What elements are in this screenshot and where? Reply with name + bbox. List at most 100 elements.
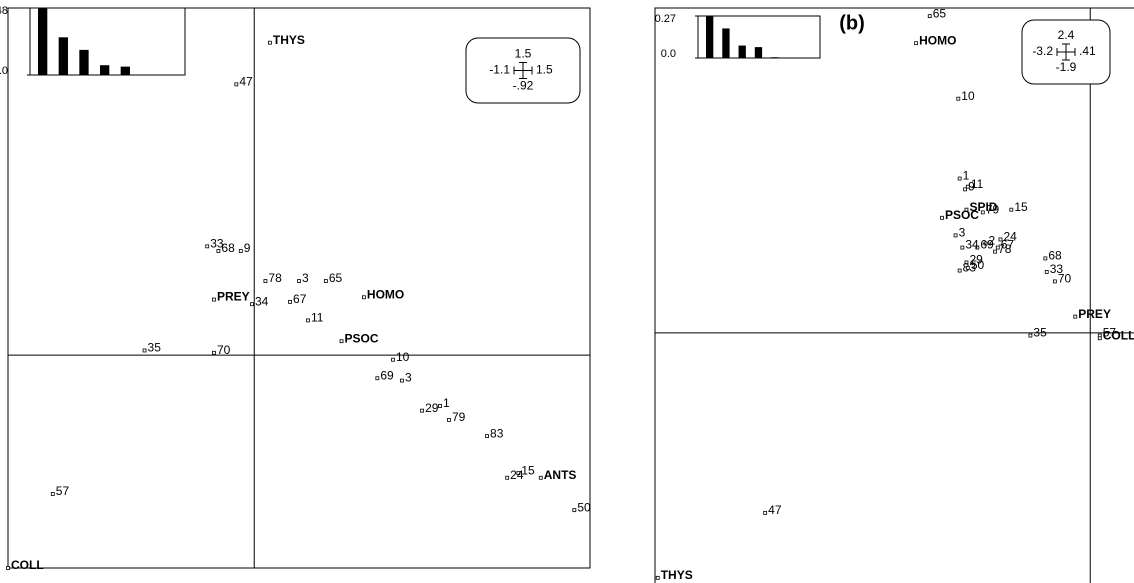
point: [914, 41, 919, 46]
point-label: PSOC: [945, 208, 979, 222]
point: [250, 302, 254, 307]
scale-y-label: -.92: [513, 79, 534, 93]
point-label: 79: [986, 203, 1000, 217]
scale-y-label: 2.4: [1058, 28, 1075, 42]
point: [1052, 279, 1057, 284]
point: [205, 244, 210, 249]
point-label: 65: [329, 271, 343, 285]
plot-frame: [654, 7, 1134, 583]
point-label: 11: [971, 177, 984, 191]
scale-y-label: -1.9: [1056, 60, 1077, 74]
point: [538, 475, 543, 480]
point: [957, 268, 962, 273]
point: [1097, 336, 1102, 341]
point-label: 68: [221, 241, 235, 255]
point-label: 11: [311, 311, 324, 325]
point: [965, 265, 970, 270]
point-label: PREY: [217, 290, 250, 304]
point-label: HOMO: [367, 287, 404, 301]
point-label: PREY: [1078, 307, 1111, 321]
point: [572, 508, 577, 513]
point: [1044, 270, 1049, 274]
point: [212, 350, 216, 355]
inset-tick-label: 0.0: [661, 48, 676, 60]
point: [6, 566, 10, 570]
scale-x-label: .41: [1079, 44, 1096, 58]
point-label: 35: [148, 341, 162, 355]
point-label: 24: [510, 468, 524, 482]
point-label: 10: [961, 89, 975, 103]
point: [1073, 314, 1078, 319]
point: [516, 471, 521, 476]
inset-frame: [29, 7, 186, 76]
point: [957, 176, 962, 181]
point-label: 3: [302, 271, 309, 285]
point-label: 78: [998, 242, 1012, 256]
point-label: 67: [293, 292, 307, 306]
point-label: 78: [268, 271, 282, 285]
point: [956, 96, 961, 101]
eigen-bar: [79, 49, 89, 75]
inset-tick-label: 0.27: [655, 13, 676, 25]
panel-title: (b): [839, 12, 865, 34]
point: [1009, 207, 1014, 212]
point: [998, 237, 1003, 242]
point-label: 68: [1048, 249, 1062, 263]
point: [940, 215, 944, 220]
point: [505, 475, 510, 480]
point: [960, 245, 965, 250]
point: [238, 249, 243, 253]
eigen-bar: [771, 57, 779, 58]
point: [964, 207, 969, 212]
point: [980, 210, 985, 215]
point-label: 34: [255, 294, 269, 308]
point-label: 9: [244, 241, 251, 255]
point-label: COLL: [11, 558, 44, 572]
eigen-bar: [722, 28, 730, 58]
point: [447, 418, 451, 422]
point-label: 1: [963, 169, 970, 183]
point-label: PSOC: [345, 331, 379, 345]
point: [983, 241, 988, 246]
point-label: 65: [933, 6, 947, 20]
point: [362, 295, 366, 300]
point-label: 24: [1003, 230, 1017, 244]
point: [375, 376, 380, 381]
point: [993, 249, 997, 254]
point: [965, 184, 970, 189]
point: [963, 187, 968, 192]
point-label: ANTS: [544, 468, 577, 482]
point: [142, 348, 147, 353]
point: [438, 404, 442, 408]
point-label: 1: [443, 396, 450, 410]
point-label: 47: [239, 75, 253, 89]
eigen-bar: [100, 65, 110, 75]
point-label: 2: [989, 234, 996, 248]
point: [400, 378, 404, 383]
point: [420, 408, 425, 413]
point-label: COLL: [1103, 328, 1134, 342]
scale-x-label: -3.2: [1032, 44, 1053, 58]
point: [323, 279, 328, 283]
point-label: 79: [452, 410, 466, 424]
point-label: 9: [968, 180, 975, 194]
point: [927, 14, 932, 19]
point: [288, 299, 292, 304]
point: [339, 339, 344, 344]
point: [216, 249, 221, 253]
point-label: 69: [380, 368, 394, 382]
point: [50, 492, 55, 496]
eigen-bar: [38, 8, 48, 75]
eigen-bar: [738, 45, 746, 58]
point: [763, 510, 768, 515]
point-label: THYS: [273, 33, 305, 47]
point-label: 15: [1014, 200, 1028, 214]
point-label: 35: [1033, 326, 1047, 340]
point: [297, 279, 301, 283]
point: [1028, 333, 1033, 338]
inset-tick-label: 0.48: [0, 5, 8, 17]
point-label: 67: [1001, 238, 1015, 252]
eigen-bar: [754, 47, 763, 58]
point-label: SPID: [969, 200, 997, 214]
